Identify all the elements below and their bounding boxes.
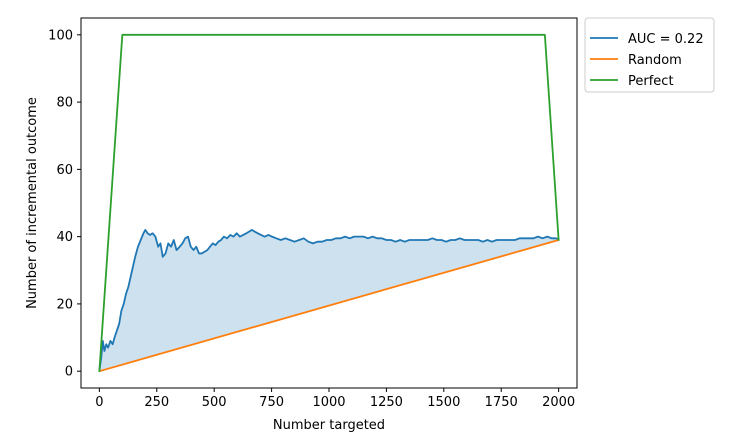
y-axis-ticks: 0 20 40 60 80 100: [48, 28, 81, 380]
legend: AUC = 0.22 Random Perfect: [584, 17, 715, 93]
x-axis-label: Number targeted: [273, 418, 385, 433]
auc-fill-area: [99, 229, 559, 372]
x-tick-label: 0: [95, 395, 103, 410]
x-tick-label: 750: [259, 395, 284, 410]
series-line-random: [98, 239, 560, 373]
legend-label-perfect: Perfect: [628, 74, 674, 89]
x-tick-label: 500: [202, 395, 227, 410]
series-lines: [98, 33, 560, 373]
series-line-auc-0-22: [98, 229, 560, 373]
y-tick-label: 40: [56, 230, 73, 245]
x-axis-ticks: 0 250 500 750 1000 1250 1500 1750 2000: [95, 388, 575, 410]
y-tick-label: 100: [48, 28, 73, 43]
legend-label-random: Random: [628, 53, 682, 68]
x-tick-label: 1750: [485, 395, 518, 410]
y-axis-label: Number of incremental outcome: [25, 97, 40, 309]
legend-box: [584, 17, 715, 93]
x-tick-label: 1500: [427, 395, 460, 410]
x-tick-label: 2000: [542, 395, 575, 410]
series-line-perfect: [98, 33, 560, 373]
y-tick-label: 0: [65, 365, 73, 380]
y-tick-label: 80: [56, 96, 73, 111]
legend-label-auc-0-22: AUC = 0.22: [628, 32, 704, 47]
auc-shaded-area: [99, 229, 559, 372]
x-tick-label: 1250: [370, 395, 403, 410]
y-tick-label: 20: [56, 297, 73, 312]
x-tick-label: 250: [144, 395, 169, 410]
y-tick-label: 60: [56, 163, 73, 178]
x-tick-label: 1000: [312, 395, 345, 410]
